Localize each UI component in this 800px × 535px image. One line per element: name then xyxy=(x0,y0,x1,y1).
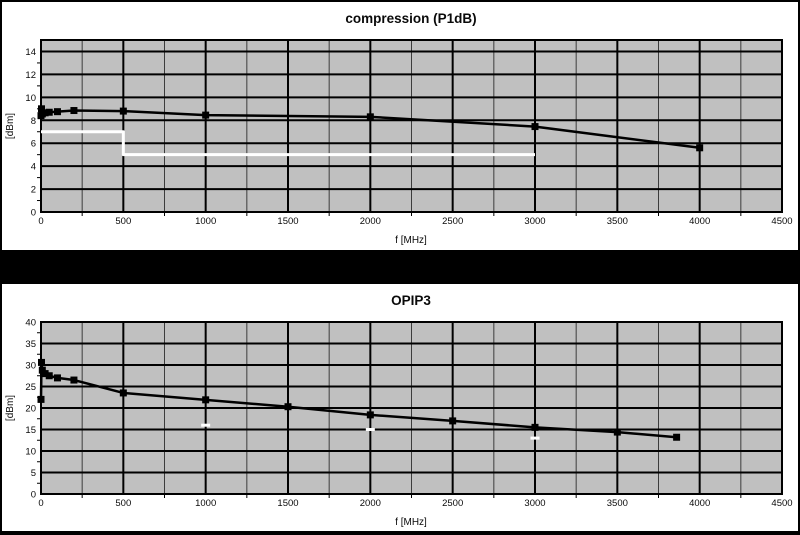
series-line-spec-limit xyxy=(41,130,535,157)
data-point-marker xyxy=(366,411,374,419)
opip3-title: OPIP3 xyxy=(391,293,431,308)
p1db-y-axis-title: [dBm] xyxy=(5,113,16,139)
y-tick-label: 10 xyxy=(25,93,36,104)
y-tick-label: 20 xyxy=(25,404,36,415)
x-tick-label: 500 xyxy=(115,498,131,509)
opip3-plot: 0 500 1000 1500 2000 2500 3000 3500 4000 4500 0 5 10… xyxy=(25,318,792,510)
data-point-marker xyxy=(53,374,61,382)
opip3-chart: 0 500 1000 1500 2000 2500 3000 3500 4000 4500 0 5 10… xyxy=(5,293,793,528)
data-point-marker xyxy=(613,428,621,436)
p1db-plot: 0 500 1000 1500 2000 2500 3000 3500 4000 4500 0 2 4 6… xyxy=(25,39,793,227)
x-tick-label: 2500 xyxy=(442,498,463,509)
x-tick-label: 4000 xyxy=(689,498,710,509)
x-tick-label: 1500 xyxy=(277,216,298,227)
data-point-marker xyxy=(70,107,78,115)
x-tick-label: 1500 xyxy=(277,498,298,509)
opip3-y-axis-title: [dBm] xyxy=(5,395,16,421)
data-point-marker xyxy=(37,395,45,403)
y-tick-label: 0 xyxy=(31,208,36,219)
x-tick-label: 1000 xyxy=(195,216,216,227)
x-tick-label: 3500 xyxy=(607,498,628,509)
y-tick-label: 2 xyxy=(31,185,36,196)
p1db-panel: 0 500 1000 1500 2000 2500 3000 3500 4000 4500 0 2 4 6… xyxy=(2,2,798,250)
p1db-title: compression (P1dB) xyxy=(345,11,476,26)
data-point-marker xyxy=(119,107,127,115)
opip3-x-axis-title: f [MHz] xyxy=(395,517,427,528)
opip3-panel: 0 500 1000 1500 2000 2500 3000 3500 4000 4500 0 5 10… xyxy=(2,284,798,531)
spec-dash-marker xyxy=(365,428,375,431)
data-point-marker xyxy=(45,372,53,380)
data-point-marker xyxy=(673,433,681,441)
data-point-marker xyxy=(202,111,210,119)
data-point-marker xyxy=(37,358,45,366)
data-point-marker xyxy=(202,396,210,404)
data-point-marker xyxy=(45,108,53,116)
spec-dash-marker xyxy=(530,436,540,440)
x-tick-label: 4500 xyxy=(771,216,792,227)
data-point-marker xyxy=(531,123,539,131)
p1db-chart: 0 500 1000 1500 2000 2500 3000 3500 4000 4500 0 2 4 6… xyxy=(5,11,793,246)
y-tick-label: 15 xyxy=(25,425,36,436)
data-point-marker xyxy=(449,417,457,425)
x-tick-label: 2000 xyxy=(360,498,381,509)
data-point-marker xyxy=(696,144,704,152)
x-tick-label: 0 xyxy=(38,498,43,509)
plot-border xyxy=(40,39,783,213)
y-tick-label: 4 xyxy=(31,162,36,173)
x-tick-label: 3000 xyxy=(524,216,545,227)
y-tick-label: 30 xyxy=(25,361,36,372)
y-tick-label: 12 xyxy=(25,70,36,81)
x-tick-label: 4500 xyxy=(771,498,792,509)
x-tick-label: 2500 xyxy=(442,216,463,227)
x-tick-label: 500 xyxy=(115,216,131,227)
y-tick-label: 14 xyxy=(25,47,36,58)
data-point-marker xyxy=(53,108,61,116)
p1db-x-axis-title: f [MHz] xyxy=(395,235,427,246)
x-tick-label: 1000 xyxy=(195,498,216,509)
y-tick-label: 25 xyxy=(25,382,36,393)
data-point-marker xyxy=(41,370,49,378)
data-point-marker xyxy=(119,389,127,397)
x-tick-label: 3000 xyxy=(524,498,545,509)
x-tick-label: 0 xyxy=(38,216,43,227)
y-tick-label: 40 xyxy=(25,318,36,329)
y-tick-label: 8 xyxy=(31,116,36,127)
y-tick-label: 0 xyxy=(31,490,36,501)
y-tick-label: 6 xyxy=(31,139,36,150)
y-tick-label: 35 xyxy=(25,339,36,350)
data-point-marker xyxy=(37,105,45,113)
data-point-marker xyxy=(41,109,49,117)
spec-dash-marker xyxy=(201,423,211,427)
data-point-marker xyxy=(531,423,539,431)
x-tick-label: 4000 xyxy=(689,216,710,227)
data-point-marker xyxy=(366,113,374,121)
data-point-marker xyxy=(70,376,78,384)
data-point-marker xyxy=(284,403,292,411)
x-tick-label: 2000 xyxy=(360,216,381,227)
y-tick-label: 5 xyxy=(31,468,36,479)
x-tick-label: 3500 xyxy=(607,216,628,227)
plot-border xyxy=(40,321,783,495)
y-tick-label: 10 xyxy=(25,447,36,458)
